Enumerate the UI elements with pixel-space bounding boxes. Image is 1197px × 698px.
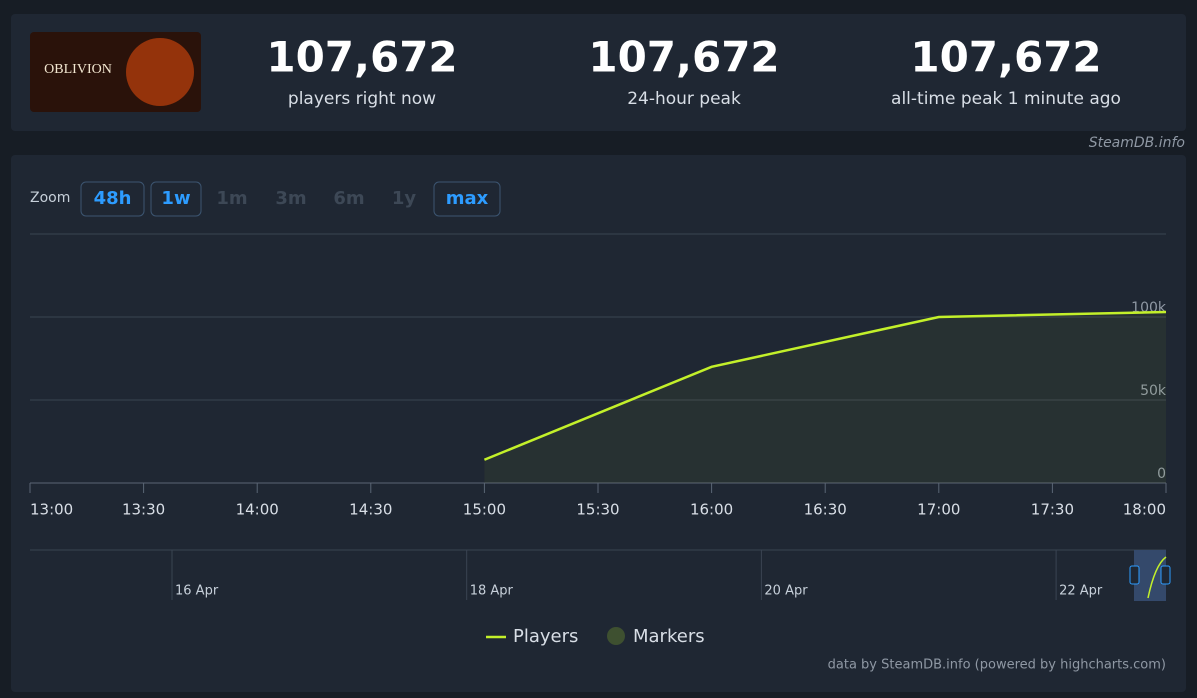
zoom-label: Zoom	[30, 190, 70, 206]
legend-label[interactable]: Markers	[633, 626, 705, 647]
navigator-handle[interactable]	[1129, 565, 1140, 585]
x-tick-label: 15:00	[463, 501, 506, 519]
stat-label: players right now	[288, 89, 436, 109]
zoom-button-label[interactable]: 48h	[94, 188, 132, 209]
source: SteamDB.info	[1089, 135, 1185, 151]
logo-text: OBLIVION	[44, 62, 112, 77]
logo-flame	[126, 38, 194, 106]
stat-value: 107,672	[910, 33, 1101, 82]
x-tick-label: 15:30	[576, 501, 619, 519]
legend-label[interactable]: Players	[513, 626, 578, 647]
zoom-button-label: 6m	[333, 188, 364, 209]
x-tick-label: 14:00	[236, 501, 279, 519]
navigator-label: 16 Apr	[175, 584, 219, 599]
legend-swatch	[607, 627, 625, 645]
navigator-label: 18 Apr	[470, 584, 514, 599]
zoom-button-label[interactable]: 1w	[161, 188, 190, 209]
stat-value: 107,672	[588, 33, 779, 82]
y-tick-label: 0	[1157, 466, 1166, 482]
chart-card	[11, 155, 1186, 692]
x-tick-label: 16:00	[690, 501, 733, 519]
navigator-label: 22 Apr	[1059, 584, 1103, 599]
stat-label: all-time peak 1 minute ago	[891, 89, 1121, 109]
x-tick-label: 18:00	[1123, 501, 1166, 519]
navigator-handle[interactable]	[1160, 565, 1171, 585]
x-tick-label: 17:00	[917, 501, 960, 519]
y-tick-label: 50k	[1140, 383, 1167, 399]
zoom-button[interactable]	[80, 181, 145, 217]
zoom-button-label[interactable]: max	[446, 188, 489, 209]
zoom-button[interactable]	[150, 181, 202, 217]
x-tick-label: 13:00	[30, 501, 73, 519]
zoom-button[interactable]	[433, 181, 501, 217]
x-tick-label: 17:30	[1031, 501, 1074, 519]
area	[484, 312, 1166, 483]
credits: data by SteamDB.info (powered by highcha…	[828, 658, 1166, 673]
x-tick-label: 14:30	[349, 501, 392, 519]
x-tick-label: 16:30	[804, 501, 847, 519]
zoom-button-label: 1m	[216, 188, 247, 209]
navigator-line	[1147, 556, 1167, 599]
zoom-button-label: 1y	[392, 188, 417, 209]
stat-value: 107,672	[266, 33, 457, 82]
stat-label: 24-hour peak	[627, 89, 741, 109]
stats-card	[11, 14, 1186, 131]
x-tick-label: 13:30	[122, 501, 165, 519]
series-line	[483, 310, 1167, 461]
navigator-label: 20 Apr	[764, 584, 808, 599]
zoom-button-label: 3m	[275, 188, 306, 209]
